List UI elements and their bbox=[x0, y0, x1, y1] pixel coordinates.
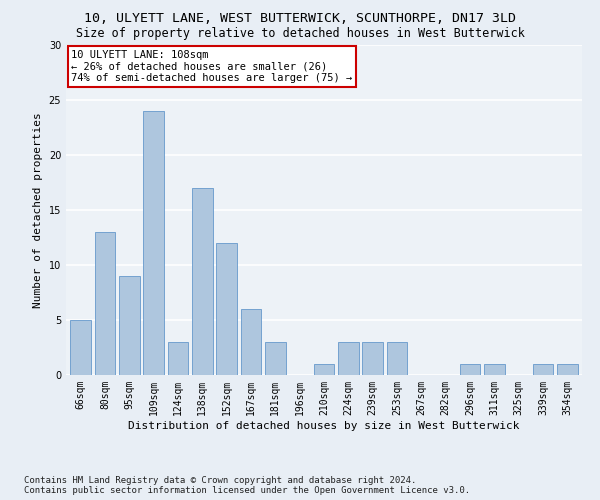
Bar bbox=[119, 276, 140, 375]
Text: Size of property relative to detached houses in West Butterwick: Size of property relative to detached ho… bbox=[76, 28, 524, 40]
Bar bbox=[338, 342, 359, 375]
Bar bbox=[70, 320, 91, 375]
Y-axis label: Number of detached properties: Number of detached properties bbox=[33, 112, 43, 308]
Text: 10 ULYETT LANE: 108sqm
← 26% of detached houses are smaller (26)
74% of semi-det: 10 ULYETT LANE: 108sqm ← 26% of detached… bbox=[71, 50, 352, 83]
Bar bbox=[265, 342, 286, 375]
Bar bbox=[167, 342, 188, 375]
Bar bbox=[557, 364, 578, 375]
Bar bbox=[533, 364, 553, 375]
Bar bbox=[460, 364, 481, 375]
Bar bbox=[484, 364, 505, 375]
Bar bbox=[216, 243, 237, 375]
Bar bbox=[314, 364, 334, 375]
Bar bbox=[95, 232, 115, 375]
Bar bbox=[241, 309, 262, 375]
Bar bbox=[143, 111, 164, 375]
X-axis label: Distribution of detached houses by size in West Butterwick: Distribution of detached houses by size … bbox=[128, 420, 520, 430]
Text: Contains HM Land Registry data © Crown copyright and database right 2024.: Contains HM Land Registry data © Crown c… bbox=[24, 476, 416, 485]
Bar bbox=[192, 188, 212, 375]
Bar bbox=[362, 342, 383, 375]
Text: Contains public sector information licensed under the Open Government Licence v3: Contains public sector information licen… bbox=[24, 486, 470, 495]
Bar bbox=[386, 342, 407, 375]
Text: 10, ULYETT LANE, WEST BUTTERWICK, SCUNTHORPE, DN17 3LD: 10, ULYETT LANE, WEST BUTTERWICK, SCUNTH… bbox=[84, 12, 516, 24]
